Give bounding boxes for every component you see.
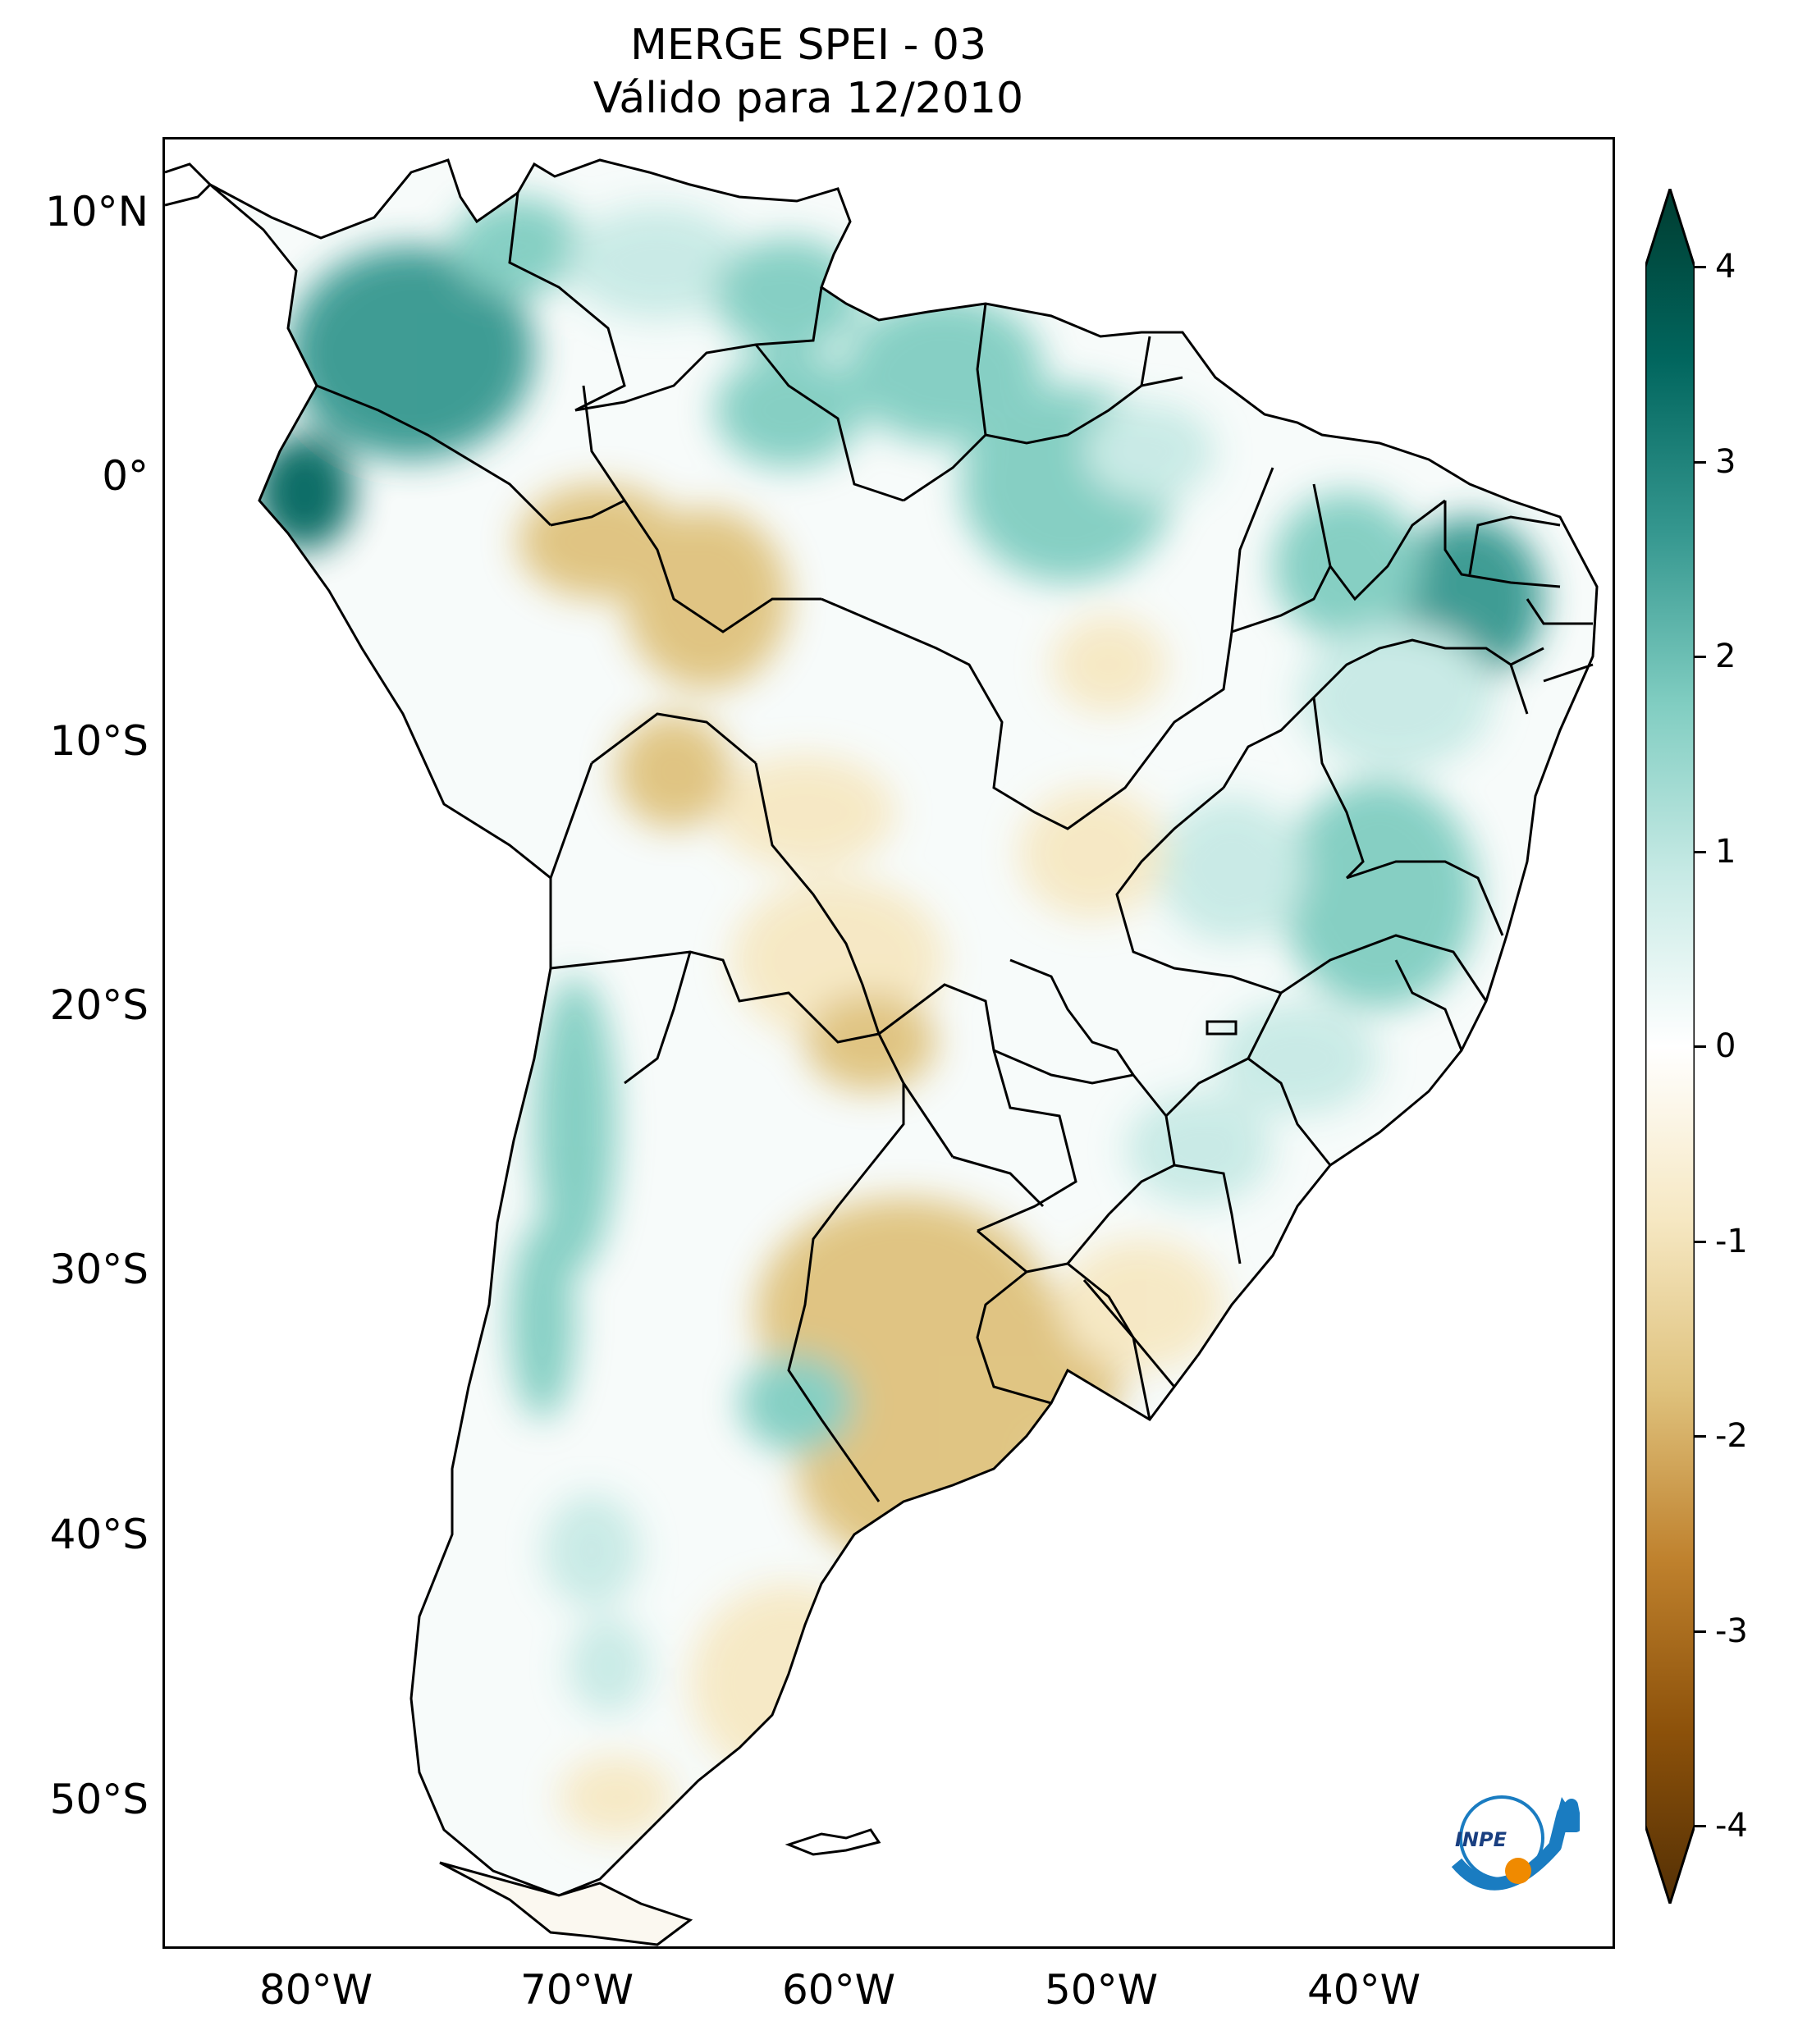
lon-label-60w: 60°W (781, 1966, 896, 2014)
inpe-logo: INPE (1451, 1795, 1580, 1891)
colorbar-tick-mark (1695, 1630, 1706, 1633)
lat-label-50s: 50°S (49, 1776, 149, 1823)
spei-field (210, 160, 1597, 1895)
map-title: MERGE SPEI - 03 (629, 21, 987, 70)
colorbar (1645, 189, 1695, 1904)
tierra-del-fuego (439, 1861, 693, 1946)
colorbar-tick-mark (1695, 850, 1706, 853)
logo-text: INPE (1455, 1828, 1507, 1851)
lon-label-80w: 80°W (258, 1966, 373, 2014)
colorbar-tick-label: 1 (1715, 832, 1736, 871)
colorbar-tick-mark (1695, 1045, 1706, 1048)
colorbar-tick-label: -1 (1715, 1222, 1748, 1260)
colorbar-tick-label: -4 (1715, 1807, 1748, 1845)
lat-label-10n: 10°N (44, 188, 149, 235)
map-subtitle: Válido para 12/2010 (592, 74, 1024, 123)
south-america-map (165, 158, 1599, 1946)
central-america-coast (165, 162, 213, 207)
colorbar-tick-label: 4 (1715, 248, 1736, 286)
lon-label-50w: 50°W (1044, 1966, 1159, 2014)
lat-label-40s: 40°S (49, 1511, 149, 1558)
lat-label-0: 0° (102, 452, 149, 500)
falkland-islands (785, 1828, 881, 1856)
map-panel (162, 137, 1615, 1949)
colorbar-tick-mark (1695, 1240, 1706, 1243)
colorbar-tick-label: 3 (1715, 442, 1736, 481)
colorbar-tick-mark (1695, 656, 1706, 658)
colorbar-tick-mark (1695, 1825, 1706, 1827)
colorbar-tick-mark (1695, 1435, 1706, 1438)
political-borders (316, 192, 1594, 1502)
colorbar-tick-mark (1695, 266, 1706, 268)
colorbar-tick-label: 2 (1715, 638, 1736, 675)
colorbar-tick-label: -2 (1715, 1417, 1748, 1455)
colorbar-tick-mark (1695, 460, 1706, 464)
colorbar-body (1645, 189, 1695, 1904)
colorbar-tick-label: -3 (1715, 1612, 1748, 1650)
lon-label-70w: 70°W (519, 1966, 634, 2014)
lat-label-20s: 20°S (49, 981, 149, 1029)
colorbar-tick-label: 0 (1715, 1027, 1736, 1065)
coastline (209, 158, 1599, 1897)
lat-label-30s: 30°S (49, 1246, 149, 1293)
lon-label-40w: 40°W (1306, 1966, 1421, 2014)
lat-label-10s: 10°S (49, 717, 149, 765)
